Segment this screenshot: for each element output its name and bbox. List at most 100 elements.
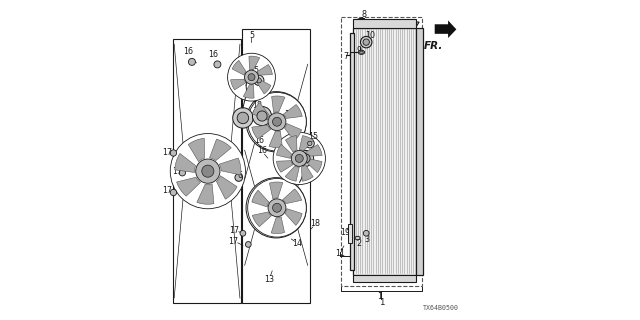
Ellipse shape	[358, 50, 365, 54]
Polygon shape	[283, 189, 301, 204]
Polygon shape	[276, 144, 292, 158]
Text: 15: 15	[249, 66, 259, 75]
Text: 5: 5	[249, 31, 254, 40]
Text: 10: 10	[365, 31, 375, 40]
Circle shape	[273, 132, 325, 185]
Circle shape	[273, 203, 282, 212]
Bar	[353, 28, 415, 275]
Polygon shape	[353, 22, 419, 28]
Polygon shape	[175, 154, 196, 172]
Polygon shape	[257, 79, 271, 94]
Polygon shape	[305, 145, 322, 156]
Text: 12: 12	[284, 110, 294, 119]
Text: 17: 17	[163, 186, 173, 195]
Bar	[340, 17, 422, 286]
Text: 15: 15	[308, 132, 319, 140]
Polygon shape	[243, 84, 254, 98]
Circle shape	[214, 61, 221, 68]
Polygon shape	[197, 184, 214, 204]
Circle shape	[228, 53, 275, 101]
Polygon shape	[269, 182, 283, 199]
Text: 17: 17	[228, 237, 239, 246]
Polygon shape	[284, 105, 302, 118]
Text: 11: 11	[335, 249, 345, 258]
Polygon shape	[188, 138, 205, 162]
Polygon shape	[252, 190, 269, 207]
Circle shape	[360, 36, 372, 48]
Text: FR.: FR.	[424, 41, 443, 51]
Text: 14: 14	[292, 239, 302, 248]
Text: TX64B0500: TX64B0500	[423, 305, 459, 311]
Polygon shape	[435, 20, 456, 38]
Ellipse shape	[360, 51, 364, 53]
Polygon shape	[301, 164, 313, 181]
Text: 16: 16	[257, 146, 267, 155]
Circle shape	[244, 70, 259, 84]
Polygon shape	[216, 176, 237, 199]
Polygon shape	[269, 131, 282, 148]
Polygon shape	[230, 79, 246, 90]
Text: 18: 18	[310, 219, 320, 228]
Polygon shape	[285, 124, 301, 141]
Circle shape	[305, 139, 314, 148]
Text: 1: 1	[379, 298, 384, 307]
Polygon shape	[285, 136, 297, 152]
Text: 17: 17	[172, 167, 182, 176]
Bar	[353, 275, 415, 282]
Polygon shape	[276, 161, 293, 172]
Polygon shape	[285, 209, 302, 225]
Polygon shape	[220, 158, 241, 175]
Circle shape	[363, 39, 369, 45]
Circle shape	[196, 159, 220, 183]
Circle shape	[268, 199, 286, 217]
Polygon shape	[252, 103, 269, 120]
Circle shape	[235, 174, 243, 181]
Polygon shape	[232, 60, 246, 75]
Bar	[173, 39, 241, 303]
Text: 17: 17	[230, 226, 239, 235]
Circle shape	[237, 112, 248, 124]
Circle shape	[233, 108, 253, 128]
Text: 8: 8	[362, 10, 367, 19]
Circle shape	[248, 74, 255, 81]
Text: 19: 19	[340, 228, 351, 237]
Circle shape	[257, 111, 267, 121]
Text: 3: 3	[365, 235, 370, 244]
Circle shape	[170, 150, 177, 156]
Polygon shape	[257, 65, 273, 75]
Text: 18: 18	[252, 101, 262, 110]
Polygon shape	[307, 158, 322, 172]
Circle shape	[202, 165, 214, 177]
Bar	[242, 29, 310, 303]
Text: 16: 16	[255, 136, 264, 145]
Bar	[348, 224, 353, 244]
Bar	[349, 33, 354, 270]
Polygon shape	[177, 177, 200, 196]
Circle shape	[364, 230, 369, 236]
Text: 16: 16	[183, 46, 193, 56]
Circle shape	[170, 133, 246, 209]
Circle shape	[268, 113, 286, 131]
Circle shape	[170, 189, 177, 196]
Text: 7: 7	[344, 52, 349, 61]
Bar	[415, 28, 422, 275]
Circle shape	[273, 117, 282, 126]
Text: 6: 6	[237, 171, 242, 180]
Polygon shape	[249, 56, 260, 70]
Circle shape	[240, 230, 246, 236]
Polygon shape	[285, 166, 300, 181]
Text: 17: 17	[163, 148, 173, 156]
Circle shape	[253, 75, 264, 85]
Circle shape	[188, 58, 195, 65]
Polygon shape	[252, 212, 271, 227]
Text: 1: 1	[378, 292, 382, 301]
Circle shape	[298, 150, 314, 166]
Polygon shape	[271, 96, 285, 113]
Text: 16: 16	[208, 50, 218, 59]
Circle shape	[252, 107, 271, 125]
Circle shape	[248, 179, 307, 237]
Circle shape	[256, 78, 261, 83]
Text: 9: 9	[356, 45, 362, 55]
Text: 13: 13	[264, 275, 274, 284]
Circle shape	[301, 154, 310, 163]
